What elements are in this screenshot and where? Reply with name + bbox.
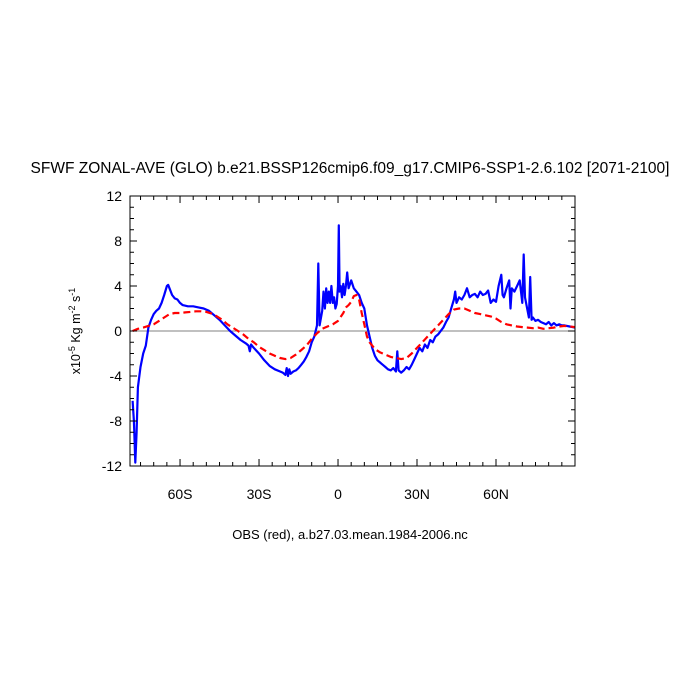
series-line-2: [132, 293, 576, 361]
y-tick-label: 8: [114, 233, 122, 249]
y-tick-label: 12: [106, 188, 122, 204]
y-axis-label: x10-5 Kg m-2 s-1: [67, 288, 83, 375]
x-tick-label: 30S: [247, 486, 272, 502]
x-tick-label: 30N: [404, 486, 430, 502]
plot-frame: [129, 195, 576, 467]
y-tick-label: 0: [114, 323, 122, 339]
x-tick-label: 0: [334, 486, 342, 502]
chart-series: [131, 224, 576, 464]
y-tick-label: -4: [110, 368, 123, 384]
x-tick-label: 60N: [483, 486, 509, 502]
y-tick-label: 4: [114, 278, 122, 294]
series-line-1: [131, 224, 576, 464]
chart-title: SFWF ZONAL-AVE (GLO) b.e21.BSSP126cmip6.…: [30, 160, 670, 177]
tick-labels: 12 8 4 0 -4 -8 -12 60S 30S 0 30N 60N: [102, 188, 509, 502]
y-tick-label: -12: [102, 458, 122, 474]
y-tick-label: -8: [110, 413, 123, 429]
x-tick-label: 60S: [168, 486, 193, 502]
chart-footer-note: OBS (red), a.b27.03.mean.1984-2006.nc: [232, 527, 468, 542]
